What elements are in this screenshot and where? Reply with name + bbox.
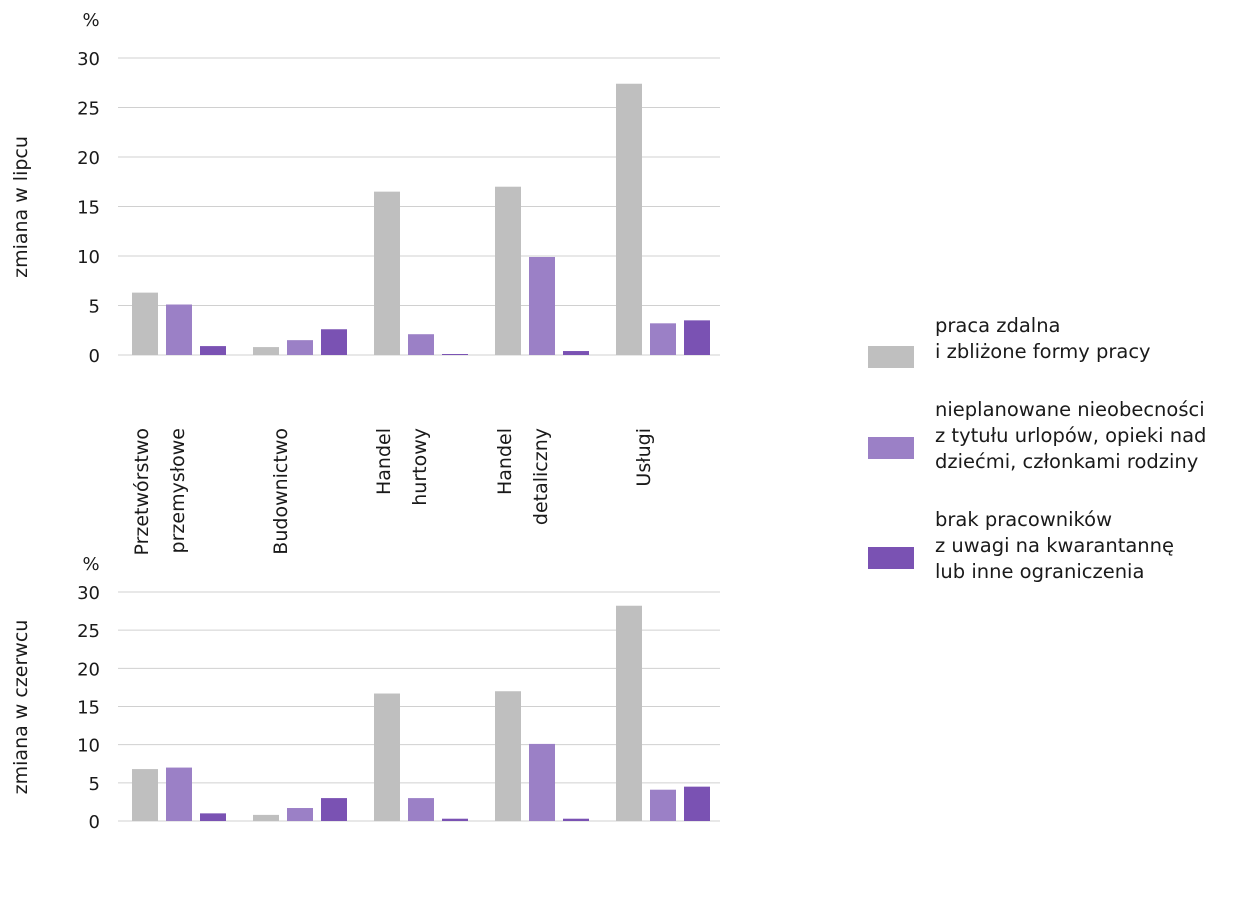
bar-czerwiec-budownictwo-praca-zdalna [253,814,279,821]
y-tick-label-czerwiec-0: 0 [89,812,100,833]
y-tick-label-lipiec-15: 15 [77,198,100,219]
y-tick-label-czerwiec-10: 10 [77,736,100,757]
y-tick-label-czerwiec-5: 5 [89,774,100,795]
bar-czerwiec-uslugi-nieobecnosci [650,789,676,821]
bar-lipiec-budownictwo-brak-pracownikow [321,329,347,355]
bar-lipiec-budownictwo-praca-zdalna [253,347,279,355]
bar-czerwiec-budownictwo-nieobecnosci [287,808,313,821]
bar-czerwiec-handel-detaliczny-brak-pracownikow [563,818,589,821]
legend-item-absences: nieplanowane nieobecności z tytułu urlop… [868,397,1258,493]
bar-czerwiec-uslugi-praca-zdalna [616,605,642,821]
bar-czerwiec-budownictwo-brak-pracownikow [321,798,347,821]
bar-lipiec-handel-detaliczny-brak-pracownikow [563,351,589,355]
bar-czerwiec-przetworstwo-praca-zdalna [132,769,158,821]
bar-lipiec-handel-hurtowy-brak-pracownikow [442,354,468,355]
category-label-przetworstwo: Przetwórstwo przemysłowe [131,428,189,556]
bar-czerwiec-handel-hurtowy-nieobecnosci [408,798,434,821]
legend-item-remote-work: praca zdalna i zbliżone formy pracy [868,313,1258,383]
legend-swatch-absences [868,437,914,459]
legend-item-quarantine: brak pracowników z uwagi na kwarantannę … [868,507,1258,597]
y-tick-label-czerwiec-30: 30 [77,583,100,604]
y-tick-label-lipiec-25: 25 [77,99,100,120]
unit-label-lipiec: % [82,10,99,31]
bar-lipiec-uslugi-praca-zdalna [616,83,642,356]
chart-legend: praca zdalna i zbliżone formy pracy niep… [868,313,1258,611]
category-label-handel-hurtowy: Handel hurtowy [373,428,431,506]
bar-lipiec-przetworstwo-brak-pracownikow [200,346,226,355]
y-tick-label-czerwiec-20: 20 [77,659,100,680]
bar-lipiec-handel-hurtowy-praca-zdalna [374,191,400,355]
legend-swatch-quarantine [868,547,914,569]
bar-czerwiec-handel-detaliczny-nieobecnosci [529,743,555,821]
category-label-handel-detaliczny: Handel detaliczny [494,428,552,525]
bar-czerwiec-handel-hurtowy-praca-zdalna [374,693,400,821]
legend-label-quarantine: brak pracowników z uwagi na kwarantannę … [935,508,1175,583]
bar-czerwiec-handel-detaliczny-praca-zdalna [495,691,521,821]
bar-czerwiec-handel-hurtowy-brak-pracownikow [442,818,468,821]
bar-lipiec-uslugi-brak-pracownikow [684,320,710,355]
bar-lipiec-handel-detaliczny-praca-zdalna [495,186,521,355]
y-axis-label-czerwiec: zmiana w czerwcu [10,620,32,795]
bar-lipiec-handel-hurtowy-nieobecnosci [408,334,434,355]
bar-lipiec-handel-detaliczny-nieobecnosci [529,256,555,355]
bar-lipiec-przetworstwo-praca-zdalna [132,292,158,355]
y-tick-label-lipiec-5: 5 [89,297,100,318]
y-axis-label-lipiec: zmiana w lipcu [10,136,32,278]
y-tick-label-czerwiec-15: 15 [77,698,100,719]
y-tick-label-lipiec-20: 20 [77,148,100,169]
y-tick-label-lipiec-0: 0 [89,346,100,367]
bar-lipiec-przetworstwo-nieobecnosci [166,304,192,355]
legend-label-remote-work: praca zdalna i zbliżone formy pracy [935,314,1151,363]
bar-lipiec-uslugi-nieobecnosci [650,323,676,355]
y-tick-label-lipiec-30: 30 [77,49,100,70]
bar-czerwiec-uslugi-brak-pracownikow [684,786,710,821]
legend-label-absences: nieplanowane nieobecności z tytułu urlop… [935,398,1207,473]
legend-swatch-remote-work [868,346,914,368]
y-tick-label-lipiec-10: 10 [77,247,100,268]
category-label-budownictwo: Budownictwo [270,428,292,555]
y-tick-label-czerwiec-25: 25 [77,621,100,642]
bar-czerwiec-przetworstwo-nieobecnosci [166,767,192,821]
bar-lipiec-budownictwo-nieobecnosci [287,340,313,355]
unit-label-czerwiec: % [82,554,99,575]
category-label-uslugi: Usługi [633,428,655,487]
bar-czerwiec-przetworstwo-brak-pracownikow [200,813,226,821]
